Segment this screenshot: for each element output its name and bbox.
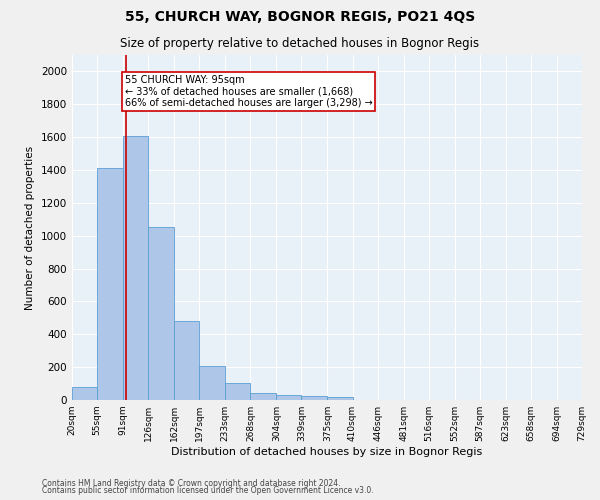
Text: 55 CHURCH WAY: 95sqm
← 33% of detached houses are smaller (1,668)
66% of semi-de: 55 CHURCH WAY: 95sqm ← 33% of detached h… (125, 74, 372, 108)
Text: Size of property relative to detached houses in Bognor Regis: Size of property relative to detached ho… (121, 38, 479, 51)
Bar (199, 366, 225, 400)
Text: Contains HM Land Registry data © Crown copyright and database right 2024.: Contains HM Land Registry data © Crown c… (42, 478, 341, 488)
Bar (276, 395, 301, 400)
Bar (328, 396, 353, 400)
Bar (123, 136, 148, 400)
Y-axis label: Number of detached properties: Number of detached properties (25, 146, 35, 310)
Text: Contains public sector information licensed under the Open Government Licence v3: Contains public sector information licen… (42, 486, 374, 495)
Bar (250, 394, 276, 400)
Bar (97, 168, 123, 400)
Bar (174, 321, 199, 400)
Bar (72, 387, 97, 400)
Bar (225, 383, 250, 400)
Bar (148, 226, 174, 400)
Bar (301, 396, 328, 400)
X-axis label: Distribution of detached houses by size in Bognor Regis: Distribution of detached houses by size … (172, 447, 482, 457)
Text: 55, CHURCH WAY, BOGNOR REGIS, PO21 4QS: 55, CHURCH WAY, BOGNOR REGIS, PO21 4QS (125, 10, 475, 24)
